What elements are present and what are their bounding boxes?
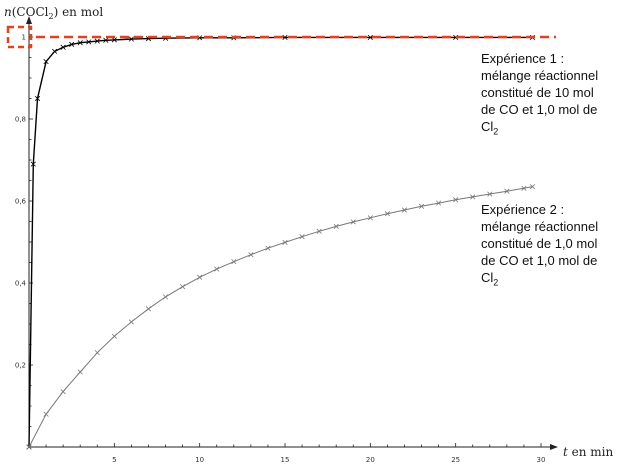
data-point-exp2: [180, 284, 186, 290]
y-axis-arrow: [26, 16, 32, 24]
series-line-exp1: [28, 36, 533, 448]
data-point-exp2: [367, 215, 373, 221]
data-point-exp1: [282, 34, 288, 40]
data-point-exp1: [103, 37, 109, 43]
ticks: 5 10 15 20 25 30 0,2 0,4 0,6 0,8 1: [15, 34, 546, 465]
data-point-exp2: [401, 207, 408, 213]
data-point-exp2: [453, 197, 459, 203]
annotation-line: Cl2: [481, 270, 499, 288]
x-axis-title: t en min: [563, 445, 614, 459]
data-point-exp2: [436, 200, 442, 206]
annotation-line: Expérience 2 :: [481, 202, 565, 217]
data-point-exp2: [282, 239, 288, 245]
data-point-exp2: [487, 191, 493, 197]
data-point-exp2: [77, 369, 83, 375]
data-point-exp1: [34, 95, 41, 102]
annotation-experience-1: Expérience 1 : mélange réactionnel constit…: [481, 50, 598, 141]
data-point-exp1: [60, 44, 66, 50]
data-point-exp1: [52, 48, 58, 54]
annotation-line: de CO et 1,0 mol de: [481, 253, 598, 268]
data-point-exp2: [43, 411, 49, 417]
y-tick-label: 1: [22, 34, 26, 42]
data-point-exp1: [77, 40, 83, 46]
highlight-group: [6, 25, 556, 49]
data-point-exp2: [94, 350, 100, 356]
data-point-exp2: [529, 184, 536, 190]
data-point-exp2: [384, 211, 390, 217]
x-tick-label: 30: [537, 456, 546, 464]
data-point-exp1: [69, 41, 75, 47]
data-point-exp2: [248, 252, 254, 258]
data-point-exp1: [94, 38, 100, 44]
data-point-exp1: [43, 59, 49, 65]
x-tick-label: 15: [281, 456, 290, 464]
annotation-line: Cl2: [481, 119, 499, 137]
y-axis-title: n(COCl2) en mol: [4, 5, 103, 21]
annotation-line: constitué de 1,0 mol: [481, 236, 598, 251]
data-point-exp2: [504, 188, 510, 194]
data-point-exp2: [214, 266, 220, 272]
data-point-exp1: [128, 36, 134, 42]
data-point-exp2: [350, 219, 356, 225]
x-tick-label: 25: [451, 456, 460, 464]
data-point-exp2: [111, 333, 117, 339]
series-group: [26, 34, 536, 450]
y-tick-label: 0,6: [15, 198, 27, 206]
x-tick-label: 10: [195, 456, 204, 464]
x-tick-label: 20: [366, 456, 375, 464]
annotation-experience-2: Expérience 2 : mélange réactionnel constit…: [481, 201, 598, 292]
data-point-exp2: [316, 228, 322, 234]
annotation-line: mélange réactionnel: [481, 219, 599, 234]
data-point-exp1: [111, 37, 117, 43]
data-point-exp2: [197, 274, 203, 280]
data-point-exp2: [521, 185, 527, 191]
data-point-exp2: [162, 294, 169, 300]
y-tick-label: 0,2: [15, 362, 26, 370]
data-point-exp2: [265, 245, 271, 251]
data-point-exp2: [299, 234, 305, 240]
annotation-line: mélange réactionnel: [481, 68, 599, 83]
data-point-exp2: [470, 194, 476, 200]
series-line-exp2: [28, 186, 533, 448]
x-tick-label: 5: [112, 456, 116, 464]
data-point-exp2: [26, 444, 32, 450]
red-dashed-box: [6, 25, 33, 49]
annotation-line: de CO et 1,0 mol de: [481, 102, 598, 117]
data-point-exp1: [30, 161, 36, 167]
annotation-line: constitué de 10 mol: [481, 85, 594, 100]
data-point-exp2: [145, 306, 152, 312]
y-tick-label: 0,4: [15, 280, 27, 288]
data-point-exp2: [333, 223, 339, 230]
data-point-exp1: [367, 34, 373, 40]
data-point-exp2: [60, 389, 66, 395]
data-point-exp2: [231, 259, 237, 265]
y-tick-label: 0,8: [15, 116, 26, 124]
data-point-exp2: [418, 203, 425, 209]
data-point-exp1: [86, 39, 92, 45]
x-axis-arrow: [550, 444, 558, 450]
annotation-line: Expérience 1 :: [481, 51, 565, 66]
data-point-exp2: [128, 319, 134, 325]
